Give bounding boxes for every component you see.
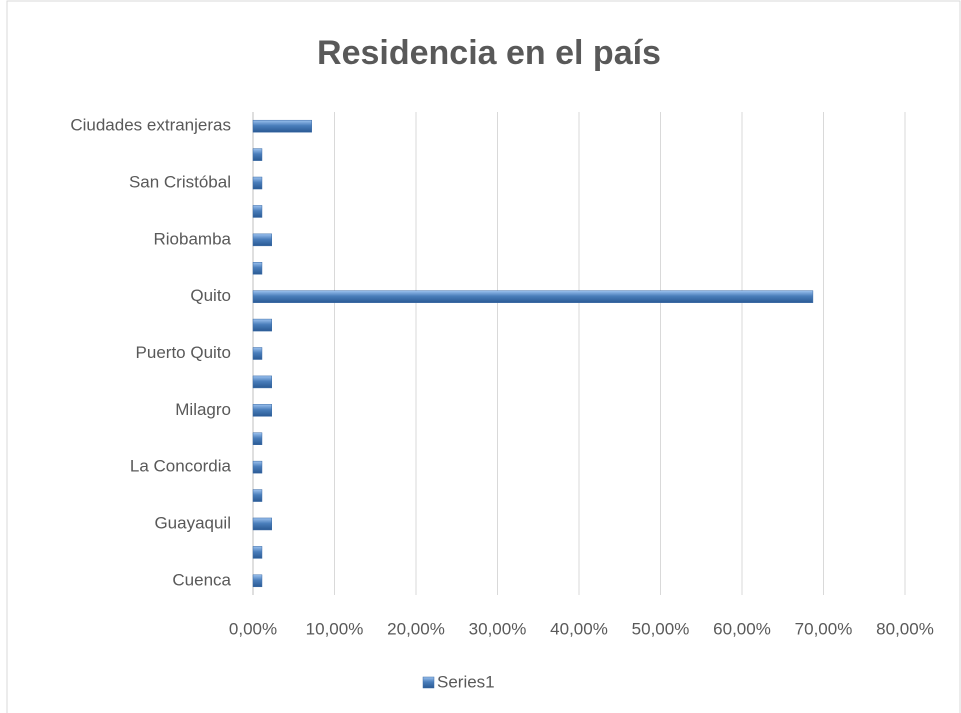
bar: [252, 347, 263, 360]
bar: [252, 290, 814, 303]
y-tick-label: San Cristóbal: [129, 173, 231, 192]
x-tick-label: 20,00%: [387, 619, 445, 638]
y-tick-label: La Concordia: [130, 457, 232, 476]
bar: [252, 262, 263, 275]
legend-swatch: [422, 676, 435, 689]
y-tick-label: Puerto Quito: [136, 343, 231, 362]
chart-title: Residencia en el país: [317, 34, 661, 72]
bar: [252, 574, 263, 588]
bar: [252, 432, 263, 445]
bar: [252, 176, 263, 190]
bar: [252, 404, 272, 417]
bar: [252, 205, 263, 218]
x-tick-label: 0,00%: [229, 619, 277, 638]
y-tick-label: Milagro: [175, 400, 231, 419]
y-tick-label: Guayaquil: [154, 513, 231, 532]
y-tick-label: Ciudades extranjeras: [70, 116, 231, 135]
bar: [252, 233, 272, 247]
x-tick-label: 70,00%: [795, 619, 853, 638]
y-tick-label: Riobamba: [154, 229, 232, 248]
bar: [252, 489, 263, 502]
bar: [252, 460, 263, 474]
bar: [252, 148, 263, 161]
chart-frame: [6, 0, 961, 713]
x-tick-label: 30,00%: [469, 619, 527, 638]
bar: [252, 318, 272, 332]
y-tick-label: Quito: [190, 286, 231, 305]
x-tick-label: 60,00%: [713, 619, 771, 638]
x-tick-label: 40,00%: [550, 619, 608, 638]
x-tick-label: 50,00%: [632, 619, 690, 638]
bar: [252, 375, 272, 389]
y-tick-label: Cuenca: [172, 570, 231, 589]
bar: [252, 546, 263, 559]
bar: [252, 517, 272, 531]
x-tick-label: 10,00%: [306, 619, 364, 638]
x-tick-label: 80,00%: [876, 619, 934, 638]
legend-label: Series1: [437, 672, 495, 691]
bar: [252, 119, 312, 133]
